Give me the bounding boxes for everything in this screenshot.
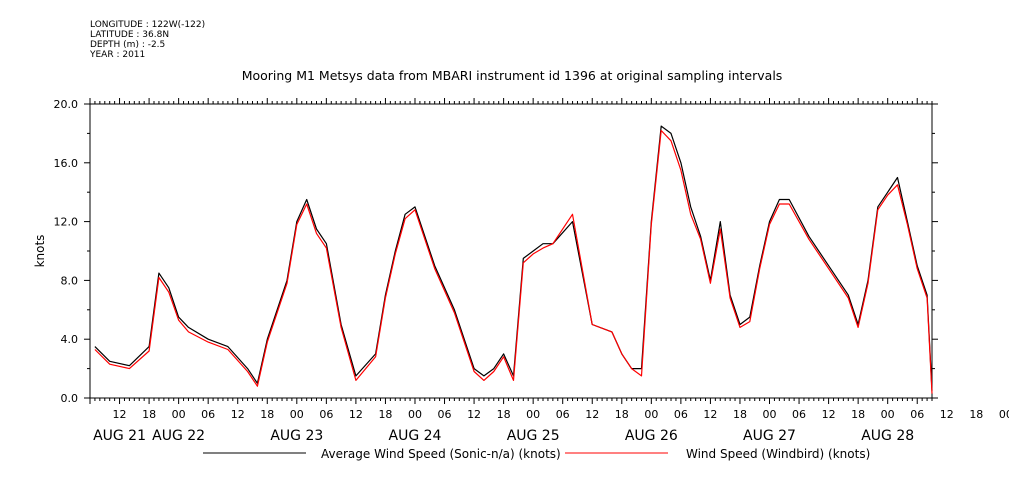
x-hour-label: 18 <box>378 408 392 421</box>
x-hour-label: 06 <box>201 408 215 421</box>
x-hour-label: 06 <box>674 408 688 421</box>
y-tick-label: 16.0 <box>54 157 79 170</box>
year-text: YEAR : 2011 <box>90 50 146 60</box>
x-hour-label: 18 <box>615 408 629 421</box>
y-tick-label: 8.0 <box>61 274 79 287</box>
plot-frame <box>89 103 933 399</box>
x-hour-label: 00 <box>172 408 186 421</box>
x-hour-label: 00 <box>999 408 1009 421</box>
x-hour-label: 12 <box>703 408 717 421</box>
x-hour-label: 06 <box>910 408 924 421</box>
depth-text: DEPTH (m) : -2.5 <box>90 40 166 50</box>
x-hour-label: 18 <box>733 408 747 421</box>
y-tick-label: 12.0 <box>54 216 79 229</box>
x-hour-label: 12 <box>822 408 836 421</box>
x-hour-label: 00 <box>290 408 304 421</box>
x-hour-label: 18 <box>969 408 983 421</box>
x-day-label: AUG 27 <box>743 428 796 444</box>
longitude-text: LONGITUDE : 122W(-122) <box>90 20 206 30</box>
x-hour-label: 00 <box>881 408 895 421</box>
series-lines <box>94 125 933 394</box>
x-hour-label: 00 <box>526 408 540 421</box>
metadata-block: LONGITUDE : 122W(-122) LATITUDE : 36.8N … <box>90 20 205 60</box>
x-hour-label: 12 <box>467 408 481 421</box>
axis-ticks: 0.0 4.0 8.0 12.0 16.0 20.0 12 18 00 06 12 18 00 06 12 1… <box>54 98 1009 444</box>
series-line-windbird <box>94 129 933 394</box>
x-hour-label: 06 <box>438 408 452 421</box>
x-hour-label: 12 <box>349 408 363 421</box>
legend-label-average: Average Wind Speed (Sonic-n/a) (knots) <box>321 447 561 461</box>
x-day-label: AUG 24 <box>389 428 442 444</box>
x-day-label: AUG 26 <box>625 428 678 444</box>
x-hour-label: 12 <box>113 408 127 421</box>
chart-title: Mooring M1 Metsys data from MBARI instru… <box>242 68 783 83</box>
x-hour-label: 06 <box>319 408 333 421</box>
x-hour-label: 00 <box>644 408 658 421</box>
x-hour-label: 18 <box>260 408 274 421</box>
x-hour-label: 06 <box>556 408 570 421</box>
x-day-label: AUG 22 <box>152 428 205 444</box>
x-hour-label: 12 <box>231 408 245 421</box>
x-hour-label: 18 <box>142 408 156 421</box>
x-day-label: AUG 25 <box>507 428 560 444</box>
x-hour-label: 00 <box>408 408 422 421</box>
latitude-text: LATITUDE : 36.8N <box>90 30 170 40</box>
x-hour-label: 12 <box>940 408 954 421</box>
legend-label-windbird: Wind Speed (Windbird) (knots) <box>686 447 870 461</box>
y-tick-label: 20.0 <box>54 98 79 111</box>
x-hour-label: 18 <box>497 408 511 421</box>
legend: Average Wind Speed (Sonic-n/a) (knots) W… <box>203 447 870 461</box>
x-hour-label: 00 <box>763 408 777 421</box>
x-day-label: AUG 23 <box>270 428 323 444</box>
y-tick-label: 4.0 <box>61 333 79 346</box>
x-day-label: AUG 21 <box>93 428 146 444</box>
x-day-label: AUG 28 <box>861 428 914 444</box>
series-line-average-wind <box>94 125 933 391</box>
x-hour-label: 06 <box>792 408 806 421</box>
y-tick-label: 0.0 <box>61 392 79 405</box>
x-hour-label: 18 <box>851 408 865 421</box>
x-hour-label: 12 <box>585 408 599 421</box>
y-axis-label: knots <box>33 235 47 268</box>
